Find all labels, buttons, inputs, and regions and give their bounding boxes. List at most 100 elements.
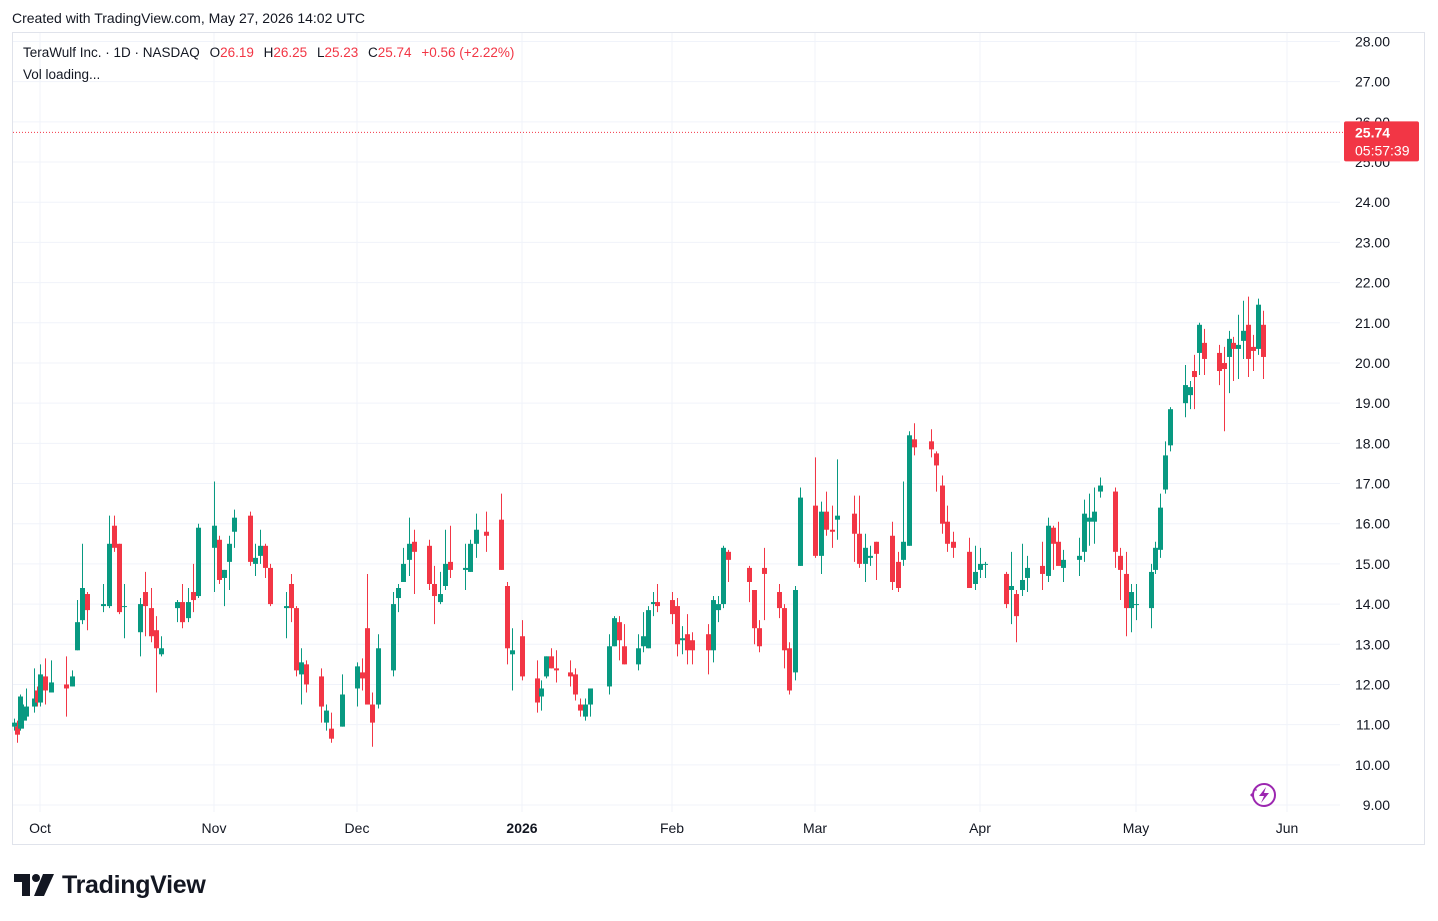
candle[interactable] [159, 636, 164, 657]
candle[interactable] [468, 539, 473, 572]
candle[interactable] [967, 537, 972, 589]
candle[interactable] [711, 596, 716, 663]
candle[interactable] [793, 585, 798, 681]
candle[interactable] [15, 720, 20, 743]
candle[interactable] [554, 650, 559, 683]
candle[interactable] [85, 592, 90, 631]
candle[interactable] [835, 459, 840, 540]
candle[interactable] [396, 583, 401, 613]
candle[interactable] [782, 604, 787, 669]
candle[interactable] [1197, 322, 1202, 376]
candle[interactable] [535, 660, 540, 713]
candle[interactable] [304, 660, 309, 693]
candle[interactable] [721, 545, 726, 609]
candle[interactable] [75, 600, 80, 651]
candle[interactable] [510, 628, 515, 691]
chart-frame[interactable] [12, 32, 1425, 845]
candle[interactable] [1168, 407, 1173, 452]
candle[interactable] [186, 588, 191, 623]
candle[interactable] [1261, 310, 1266, 380]
candle[interactable] [1118, 547, 1123, 601]
candle[interactable] [1153, 541, 1158, 574]
candle[interactable] [752, 590, 757, 645]
candle[interactable] [1046, 517, 1051, 582]
candle[interactable] [646, 606, 651, 649]
candle[interactable] [70, 670, 75, 687]
candle[interactable] [64, 656, 69, 717]
candle[interactable] [319, 668, 324, 723]
candle[interactable] [520, 620, 525, 681]
candle[interactable] [107, 515, 112, 609]
candle[interactable] [655, 583, 660, 613]
tradingview-brand[interactable]: TradingView [14, 868, 206, 902]
candle[interactable] [427, 539, 432, 591]
candle[interactable] [324, 704, 329, 731]
candle[interactable] [890, 521, 895, 591]
candle[interactable] [685, 614, 690, 665]
candle[interactable] [1134, 583, 1139, 621]
candle[interactable] [505, 581, 510, 665]
candle[interactable] [978, 547, 983, 578]
candle[interactable] [787, 642, 792, 695]
candle[interactable] [227, 535, 232, 591]
candle[interactable] [24, 688, 29, 721]
candle[interactable] [641, 612, 646, 653]
candle[interactable] [117, 543, 122, 615]
candle[interactable] [248, 511, 253, 566]
candle[interactable] [973, 545, 978, 591]
candle[interactable] [391, 592, 396, 677]
candle[interactable] [263, 543, 268, 578]
candle[interactable] [762, 547, 767, 621]
candle[interactable] [588, 688, 593, 717]
candle[interactable] [329, 712, 334, 743]
candle[interactable] [80, 543, 85, 625]
candle[interactable] [607, 634, 612, 695]
candle[interactable] [294, 606, 299, 677]
candle[interactable] [824, 491, 829, 536]
candle[interactable] [432, 565, 437, 625]
candle[interactable] [747, 565, 752, 603]
candle[interactable] [443, 529, 448, 591]
candle[interactable] [253, 543, 258, 576]
candle[interactable] [196, 523, 201, 599]
candle[interactable] [945, 505, 950, 552]
candle[interactable] [1251, 334, 1256, 372]
candle[interactable] [830, 505, 835, 548]
candle[interactable] [1227, 330, 1232, 394]
candle[interactable] [448, 525, 453, 578]
candle[interactable] [1020, 543, 1025, 597]
candle[interactable] [175, 600, 180, 623]
candle[interactable] [983, 561, 988, 578]
candle[interactable] [355, 662, 360, 707]
candle[interactable] [819, 501, 824, 574]
candle[interactable] [636, 634, 641, 671]
candle[interactable] [138, 598, 143, 657]
candle[interactable] [777, 583, 782, 619]
candle[interactable] [1009, 551, 1014, 625]
candle[interactable] [757, 620, 762, 653]
lightning-bolt-icon[interactable] [1247, 782, 1277, 808]
candle[interactable] [180, 583, 185, 629]
candle[interactable] [1202, 328, 1207, 376]
candle[interactable] [474, 513, 479, 558]
candle[interactable] [401, 547, 406, 582]
candle[interactable] [1082, 499, 1087, 562]
candle[interactable] [1129, 583, 1134, 633]
candle[interactable] [38, 664, 43, 707]
candle[interactable] [612, 616, 617, 647]
candle[interactable] [1051, 525, 1056, 570]
candle[interactable] [1113, 487, 1118, 568]
candle[interactable] [412, 529, 417, 595]
candle[interactable] [896, 551, 901, 593]
candle[interactable] [852, 495, 857, 562]
candle[interactable] [539, 680, 544, 711]
candle[interactable] [1040, 541, 1045, 591]
candle[interactable] [1014, 590, 1019, 643]
candle[interactable] [651, 592, 656, 617]
candle[interactable] [583, 698, 588, 721]
candle[interactable] [12, 718, 17, 731]
candle[interactable] [365, 573, 370, 705]
candle[interactable] [49, 660, 54, 693]
candle[interactable] [929, 429, 934, 458]
